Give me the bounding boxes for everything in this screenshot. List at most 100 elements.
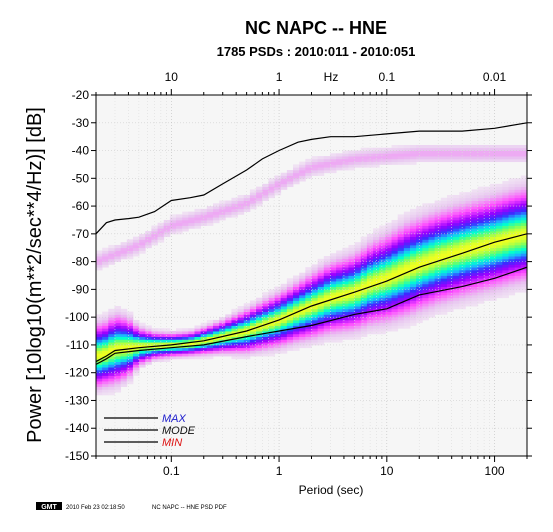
density-cell [249,328,257,332]
density-cell [514,181,522,185]
density-cell [379,325,386,329]
density-cell [453,153,460,157]
density-cell [286,178,294,182]
density-cell [446,239,454,243]
density-cell [403,233,411,238]
density-cell [323,328,331,332]
density-cell [145,331,152,335]
density-cell [354,244,362,249]
density-cell [403,267,411,271]
density-cell [274,183,282,188]
density-cell [274,297,282,301]
density-cell [410,247,417,251]
density-cell [108,331,115,335]
density-cell [299,289,306,293]
density-cell [243,353,251,357]
density-cell [212,353,220,357]
density-cell [366,269,374,274]
density-cell [440,306,448,310]
density-cell [342,164,349,168]
density-cell [336,339,343,343]
density-cell [403,278,411,282]
density-cell [286,322,294,326]
density-cell [397,306,405,310]
density-cell [120,383,128,387]
density-cell [139,325,146,329]
density-cell [176,336,183,340]
density-cell [336,158,343,163]
density-cell [422,228,429,232]
density-cell [299,178,306,182]
density-cell [299,303,306,307]
density-cell [237,319,245,324]
density-cell [366,272,374,276]
density-cell [410,153,417,157]
density-cell [157,358,165,362]
density-cell [397,247,405,251]
density-cell [360,272,368,276]
density-cell [379,269,386,274]
density-cell [391,228,399,232]
density-cell [428,158,436,163]
density-cell [508,292,516,296]
density-cell [274,344,282,349]
density-cell [391,325,399,329]
density-cell [188,331,195,335]
legend-label-max: MAX [162,413,187,425]
density-cell [434,269,442,274]
density-cell [305,311,312,315]
density-cell [496,211,503,215]
density-cell [496,244,503,249]
density-cell [471,153,479,157]
density-cell [422,239,429,243]
density-cell [188,217,195,221]
density-cell [490,211,497,215]
density-cell [391,256,399,260]
density-cell [212,219,220,224]
density-cell [108,389,115,393]
density-cell [440,211,448,215]
grid-lines [96,95,527,456]
density-cell [323,339,331,343]
density-cell [120,247,128,251]
density-cell [422,253,429,257]
density-cell [502,236,509,240]
density-cell [360,322,368,326]
density-cell [440,272,448,276]
density-cell [354,267,362,271]
density-cell [502,283,509,288]
density-cell [169,214,177,218]
density-cell [477,189,485,193]
density-cell [502,289,509,293]
density-cell [385,281,392,285]
density-cell [434,267,442,271]
density-cell [139,331,146,335]
density-cell [231,347,239,351]
density-cell [311,278,319,282]
density-cell [496,192,503,196]
density-cell [286,300,294,304]
density-cell [459,158,466,163]
density-cell [317,328,325,332]
density-cell [126,311,134,315]
density-cell [379,231,386,235]
density-cell [459,281,466,285]
density-cell [262,194,269,199]
density-cell [317,161,325,165]
density-cell [410,231,417,235]
density-cell [490,272,497,276]
density-cell [96,264,103,268]
density-cell [212,217,220,221]
density-cell [212,331,220,335]
density-cell [176,350,183,354]
density-cell [391,253,399,257]
density-cell [139,250,146,254]
density-cell [274,322,282,326]
density-cell [336,333,343,337]
density-cell [114,381,122,385]
density-cell [373,314,380,318]
density-cell [102,314,109,318]
density-cell [477,272,485,276]
density-cell [163,356,171,360]
density-cell [237,194,245,199]
